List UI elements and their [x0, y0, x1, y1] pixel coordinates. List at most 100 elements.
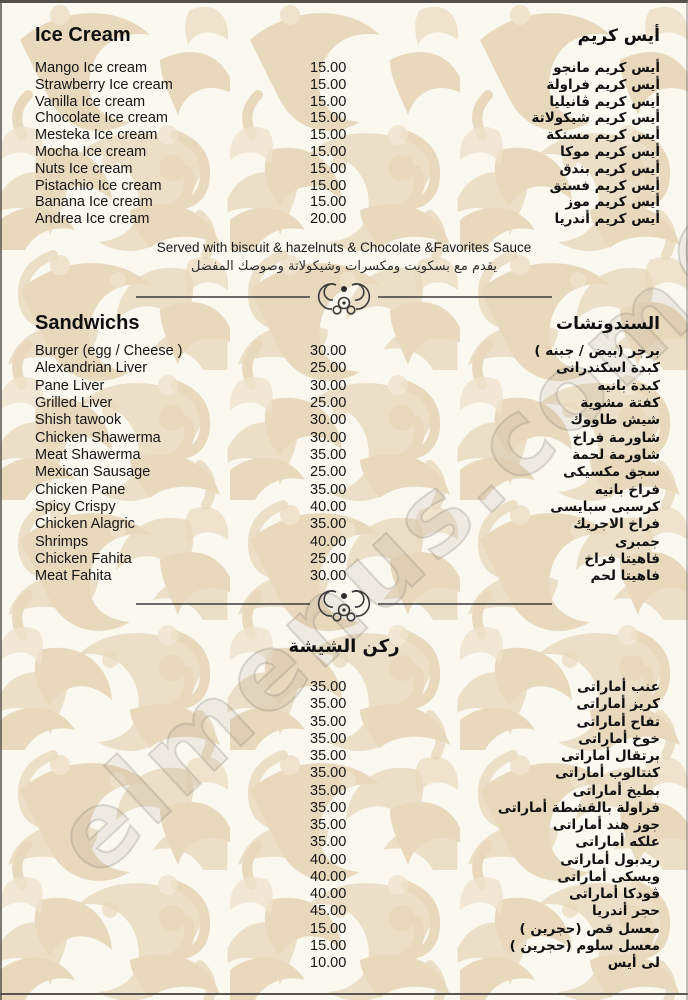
item-name-ar: فراخ الاجريك	[573, 516, 660, 533]
menu-item-row: Shrimps 40.00 جمبرى	[0, 534, 688, 551]
menu-item-row: Chicken Shawerma 30.00 شاورمة فراخ	[0, 430, 688, 447]
sandwiches-title-en: Sandwichs	[35, 312, 140, 334]
item-price: 35.00	[310, 834, 347, 851]
ice-cream-title-en: Ice Cream	[35, 24, 131, 46]
menu-item-row: Nuts Ice cream 15.00 أيس كريم بندق	[0, 161, 688, 178]
item-name-ar: سجق مكسيكى	[563, 464, 660, 481]
item-name-en: Mexican Sausage	[35, 464, 151, 481]
item-name-ar: أيس كريم موكا	[560, 143, 660, 160]
menu-item-row: Chicken Alagric 35.00 فراخ الاجريك	[0, 516, 688, 533]
item-price: 20.00	[310, 211, 347, 228]
menu-item-row: 40.00 ويسكى أماراتى	[0, 869, 688, 886]
menu-item-row: Meat Shawerma 35.00 شاورمة لحمة	[0, 447, 688, 464]
item-price: 15.00	[310, 177, 347, 194]
menu-item-row: 15.00 معسل قص (حجرين )	[0, 921, 688, 938]
item-price: 15.00	[310, 110, 347, 127]
menu-item-row: 35.00 جوز هند أماراتى	[0, 817, 688, 834]
menu-item-row: 35.00 علكه أماراتى	[0, 834, 688, 851]
item-name-ar: بطيخ أماراتى	[572, 782, 660, 799]
item-name-ar: جمبرى	[614, 533, 660, 550]
item-name-ar: كنتالوب أماراتى	[555, 765, 660, 782]
item-name-en: Chocolate Ice cream	[35, 110, 168, 127]
item-price: 35.00	[310, 730, 347, 747]
menu-item-row: Pistachio Ice cream 15.00 أيس كريم فستق	[0, 178, 688, 195]
item-name-ar: معسل سلوم (حجرين )	[509, 937, 660, 954]
item-price: 40.00	[310, 868, 347, 885]
item-name-ar: فاهيتا لحم	[590, 568, 660, 585]
menu-item-row: Mango Ice cream 15.00 أيس كريم مانجو	[0, 60, 688, 77]
menu-item-row: 35.00 خوخ أماراتى	[0, 731, 688, 748]
menu-item-row: 35.00 برتقال أماراتى	[0, 748, 688, 765]
item-price: 25.00	[310, 551, 347, 568]
item-name-en: Nuts Ice cream	[35, 160, 133, 177]
menu-item-row: Spicy Crispy 40.00 كرسبى سبايسى	[0, 499, 688, 516]
item-price: 15.00	[310, 93, 347, 110]
item-name-en: Shrimps	[35, 533, 89, 550]
shisha-item-list: 35.00 عنب أماراتى 35.00 كريز أماراتى 35.…	[0, 679, 688, 972]
menu-item-row: 35.00 عنب أماراتى	[0, 679, 688, 696]
item-name-ar: أيس كريم شيكولاتة	[531, 110, 661, 127]
item-name-en: Mango Ice cream	[35, 60, 148, 76]
item-price: 35.00	[310, 817, 347, 833]
menu-item-row: 10.00 لى أيس	[0, 955, 688, 972]
item-name-ar: ريدبول أماراتى	[560, 851, 660, 868]
page-border-bottom	[0, 993, 688, 995]
item-price: 35.00	[310, 481, 347, 498]
item-name-ar: فراخ بانيه	[594, 481, 660, 498]
menu-item-row: Mexican Sausage 25.00 سجق مكسيكى	[0, 464, 688, 481]
menu-item-row: Grilled Liver 25.00 كفتة مشوية	[0, 395, 688, 412]
item-price: 35.00	[310, 748, 347, 764]
item-name-en: Banana Ice cream	[35, 194, 153, 211]
ornament-divider	[0, 282, 688, 316]
menu-item-row: Burger (egg / Cheese ) 30.00 برجر (بيض /…	[0, 343, 688, 360]
item-name-ar: عنب أماراتى	[577, 679, 660, 695]
menu-item-row: Mocha Ice cream 15.00 أيس كريم موكا	[0, 144, 688, 161]
item-price: 45.00	[310, 903, 347, 920]
item-price: 15.00	[310, 194, 347, 211]
scroll-flourish-icon	[136, 590, 552, 622]
item-price: 40.00	[310, 851, 347, 868]
menu-item-row: Chocolate Ice cream 15.00 أيس كريم شيكول…	[0, 110, 688, 127]
item-name-ar: فراولة بالقشطة أماراتى	[497, 799, 660, 816]
menu-item-row: 40.00 ريدبول أماراتى	[0, 852, 688, 869]
item-name-ar: حجر أندريا	[592, 903, 660, 920]
item-price: 35.00	[310, 765, 347, 782]
item-price: 25.00	[310, 395, 347, 412]
item-name-ar: برتقال أماراتى	[561, 748, 660, 764]
item-name-ar: فاهيتا فراخ	[584, 551, 660, 568]
item-name-en: Chicken Alagric	[35, 516, 135, 533]
item-price: 30.00	[310, 568, 347, 585]
item-name-ar: برجر (بيض / جبنه )	[534, 343, 660, 359]
item-name-en: Chicken Pane	[35, 481, 126, 498]
item-name-ar: لى أيس	[607, 955, 660, 971]
menu-item-row: Shish tawook 30.00 شيش طاووك	[0, 412, 688, 429]
item-price: 35.00	[310, 782, 347, 799]
menu-item-row: 35.00 كريز أماراتى	[0, 696, 688, 713]
item-price: 15.00	[310, 60, 347, 76]
shisha-section-title: ركن الشيشة	[288, 636, 400, 657]
item-price: 25.00	[310, 360, 347, 377]
menu-item-row: 35.00 تفاح أماراتى	[0, 714, 688, 731]
item-price: 15.00	[310, 920, 347, 937]
item-price: 35.00	[310, 516, 347, 533]
menu-item-row: Mesteka Ice cream 15.00 أيس كريم مستكة	[0, 127, 688, 144]
item-price: 30.00	[310, 343, 347, 359]
item-name-ar: أيس كريم فستق	[549, 177, 660, 194]
item-name-ar: تفاح أماراتى	[576, 713, 660, 730]
item-price: 40.00	[310, 886, 347, 902]
menu-item-row: Chicken Pane 35.00 فراخ بانيه	[0, 482, 688, 499]
item-name-en: Spicy Crispy	[35, 499, 116, 516]
item-name-ar: أيس كريم مستكة	[546, 127, 660, 144]
item-name-en: Pistachio Ice cream	[35, 177, 162, 194]
menu-item-row: Chicken Fahita 25.00 فاهيتا فراخ	[0, 551, 688, 568]
item-name-ar: علكه أماراتى	[575, 834, 660, 851]
item-name-ar: كرسبى سبايسى	[550, 499, 660, 516]
ornament-divider	[0, 589, 688, 623]
item-price: 15.00	[310, 127, 347, 144]
item-name-ar: كفتة مشوية	[580, 395, 660, 412]
menu-item-row: Pane Liver 30.00 كبدة بانيه	[0, 378, 688, 395]
item-price: 10.00	[310, 955, 347, 971]
item-name-en: Shish tawook	[35, 412, 122, 429]
item-name-en: Grilled Liver	[35, 395, 113, 412]
item-name-ar: أيس كريم فراولة	[546, 76, 660, 93]
